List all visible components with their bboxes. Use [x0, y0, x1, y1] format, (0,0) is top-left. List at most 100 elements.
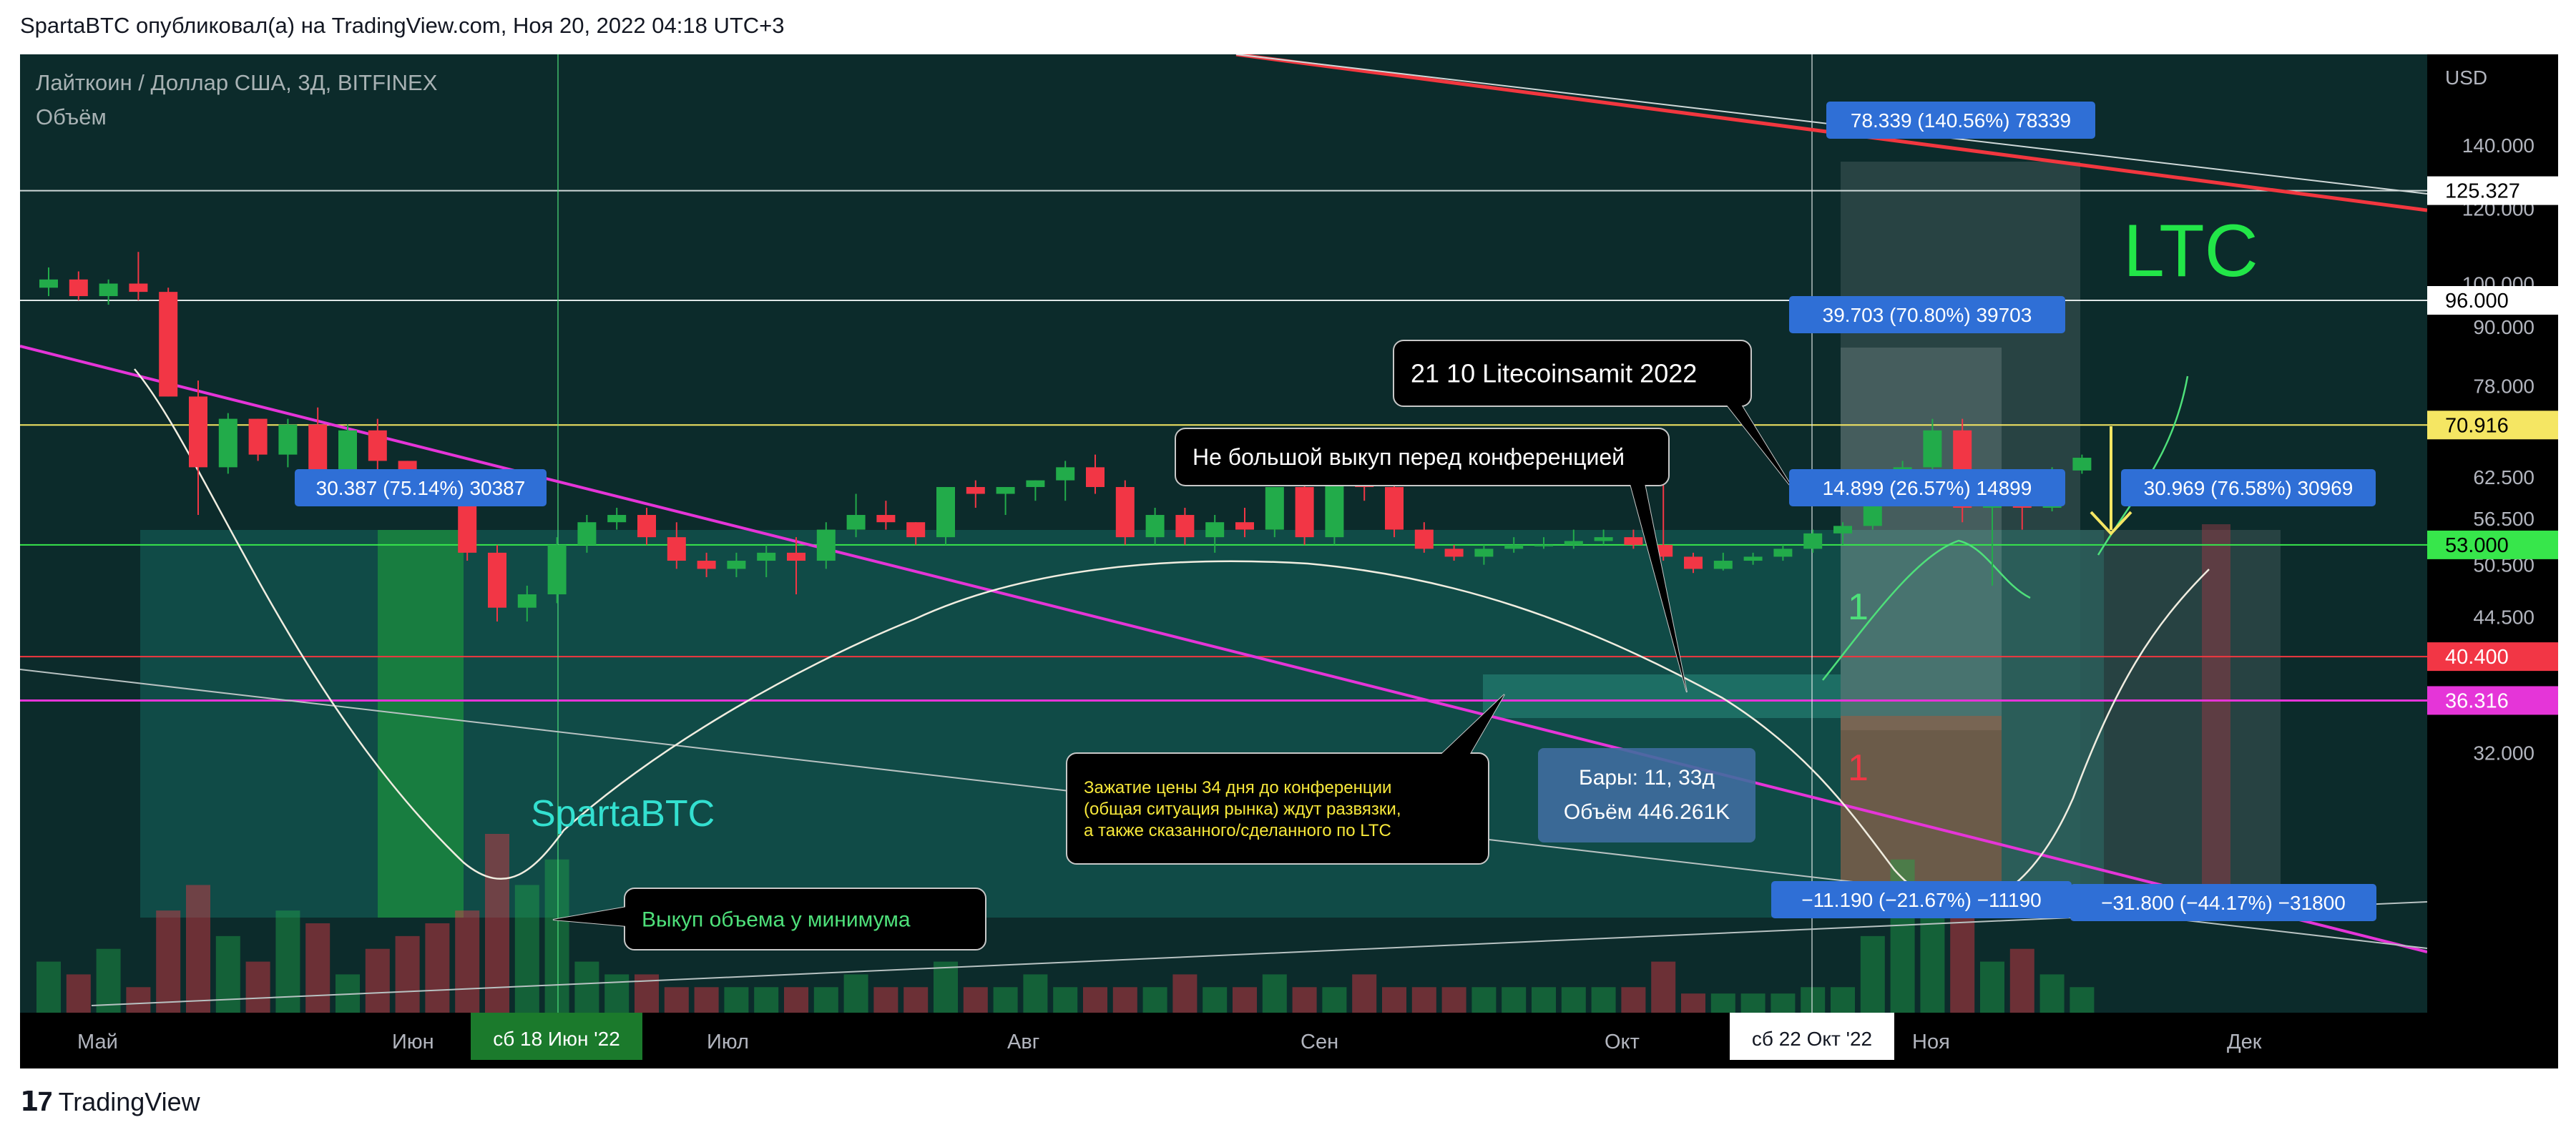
candle — [517, 594, 537, 608]
candle — [1444, 549, 1464, 557]
price-label: 96.000 — [2445, 290, 2509, 313]
chart-area[interactable]: 21 10 Litecoinsamit 2022 Не большой выкуп… — [20, 54, 2427, 1013]
price-tick: 78.000 — [2473, 375, 2535, 398]
projection-bar — [2202, 524, 2230, 918]
squeeze-callout-text: (общая ситуация рынка) ждут развязки, — [1084, 800, 1401, 819]
volume-bar — [455, 910, 480, 1013]
candle — [1833, 526, 1852, 534]
volume-bar — [1621, 987, 1646, 1013]
buyout-callout-text: Не большой выкуп перед конференцией — [1192, 444, 1625, 470]
volume-bar — [963, 987, 988, 1013]
candle — [966, 486, 985, 494]
volume-bar — [1233, 987, 1257, 1013]
volume-bar — [1471, 987, 1497, 1013]
volume-bar — [275, 910, 300, 1013]
squeeze-callout-group: Зажатие цены 34 дня до конференции (общая… — [1066, 694, 1505, 865]
time-tick: Дек — [2227, 1031, 2262, 1053]
volume-bar — [156, 910, 181, 1013]
volume-bar — [2070, 987, 2095, 1013]
sparta-label: SpartaBTC — [531, 793, 715, 835]
ltc-label: LTC — [2123, 210, 2258, 293]
yellow-arrow-head — [2090, 511, 2132, 536]
candle — [1594, 537, 1613, 541]
measure-label: 39.703 (70.80%) 39703 — [1823, 304, 2032, 326]
volume-bar — [36, 961, 61, 1013]
candle — [697, 561, 716, 569]
price-label-box — [2427, 286, 2558, 315]
descending-trendline — [20, 345, 2427, 953]
volume-bar — [1651, 961, 1676, 1013]
volume-bar — [1801, 987, 1826, 1013]
crosshair-date-june: сб 18 Июн '22 — [493, 1028, 620, 1050]
candle — [1295, 486, 1314, 538]
candle — [876, 515, 896, 523]
volume-bar — [1710, 993, 1735, 1013]
chart-canvas[interactable]: 21 10 Litecoinsamit 2022 Не большой выкуп… — [20, 54, 2427, 1013]
price-label-box — [2427, 642, 2558, 672]
candle — [607, 515, 627, 523]
measure-info-text: Объём 446.261K — [1564, 800, 1730, 824]
candle — [1414, 529, 1434, 549]
time-tick: Июл — [707, 1031, 749, 1053]
volume-bar — [2039, 974, 2065, 1013]
crosshair-date-october: сб 22 Окт '22 — [1752, 1028, 1872, 1050]
squeeze-callout-box — [1066, 752, 1489, 865]
candle — [547, 544, 567, 595]
price-axis[interactable]: USD 140.000 120.000 100.000 90.000 78.000 62.… — [2427, 54, 2558, 1013]
candle — [278, 424, 298, 455]
price-tick: 140.000 — [2462, 134, 2535, 157]
candle — [787, 552, 805, 561]
wave-one-red: 1 — [1848, 747, 1869, 789]
volume-bar — [1740, 993, 1766, 1013]
symbol-title: Лайткоин / Доллар США, 3Д, BITFINEX — [36, 70, 438, 95]
price-label: 70.916 — [2445, 414, 2509, 437]
price-tick: 32.000 — [2473, 742, 2535, 764]
candle — [1026, 480, 1045, 487]
volume-bar — [245, 961, 270, 1013]
candle — [1743, 556, 1763, 561]
candle — [1923, 430, 1942, 468]
candle — [846, 515, 866, 530]
price-label: 53.000 — [2445, 534, 2509, 557]
volume-bar — [1382, 987, 1406, 1013]
candle — [906, 522, 926, 538]
volume-bar — [1860, 935, 1885, 1013]
candle — [936, 486, 955, 538]
measure-box-inner — [1841, 348, 2002, 730]
volume-bar — [66, 974, 91, 1013]
measure-label-box — [1789, 469, 2065, 506]
candle — [1056, 467, 1075, 481]
volume-min-callout-text: Выкуп объема у минимума — [642, 908, 911, 932]
candle — [129, 283, 148, 293]
volume-bar — [1561, 987, 1586, 1013]
projection-box — [2080, 530, 2281, 918]
measure-label: 14.899 (26.57%) 14899 — [1823, 477, 2032, 499]
volume-bar — [186, 885, 210, 1013]
measure-label: −11.190 (−21.67%) −11190 — [1801, 889, 2042, 911]
volume-bar — [365, 948, 390, 1013]
measure-label-box — [2070, 884, 2376, 921]
crosshair-date-box-october — [1730, 1013, 1894, 1060]
volume-bar — [1441, 987, 1466, 1013]
squeeze-callout-text: Зажатие цены 34 дня до конференции — [1084, 778, 1391, 797]
green-range-box — [378, 530, 464, 918]
candle — [1803, 533, 1823, 549]
measure-label-box — [1771, 881, 2072, 918]
candle — [1474, 549, 1494, 557]
axis-unit-label: USD — [2445, 67, 2487, 89]
time-axis[interactable]: Май Июн Июл Авг Сен Окт Ноя Дек сб 18 Июн '22 сб … — [20, 1013, 2427, 1068]
candle — [1175, 515, 1195, 538]
candle — [667, 537, 686, 561]
squeeze-callout-text: а также сказанного/сделанного по LTC — [1084, 821, 1391, 840]
measure-label: 30.969 (76.58%) 30969 — [2144, 477, 2354, 499]
volume-bar — [784, 987, 808, 1013]
volume-bar — [1352, 974, 1377, 1013]
candle — [1385, 486, 1404, 530]
candle — [1115, 486, 1135, 538]
candle — [637, 515, 656, 538]
buyout-callout-pointer-fill — [1630, 480, 1687, 692]
volume-bar — [2009, 948, 2034, 1013]
volume-bar — [1023, 974, 1048, 1013]
axis-corner — [2427, 1013, 2558, 1068]
volume-bar — [724, 987, 749, 1013]
